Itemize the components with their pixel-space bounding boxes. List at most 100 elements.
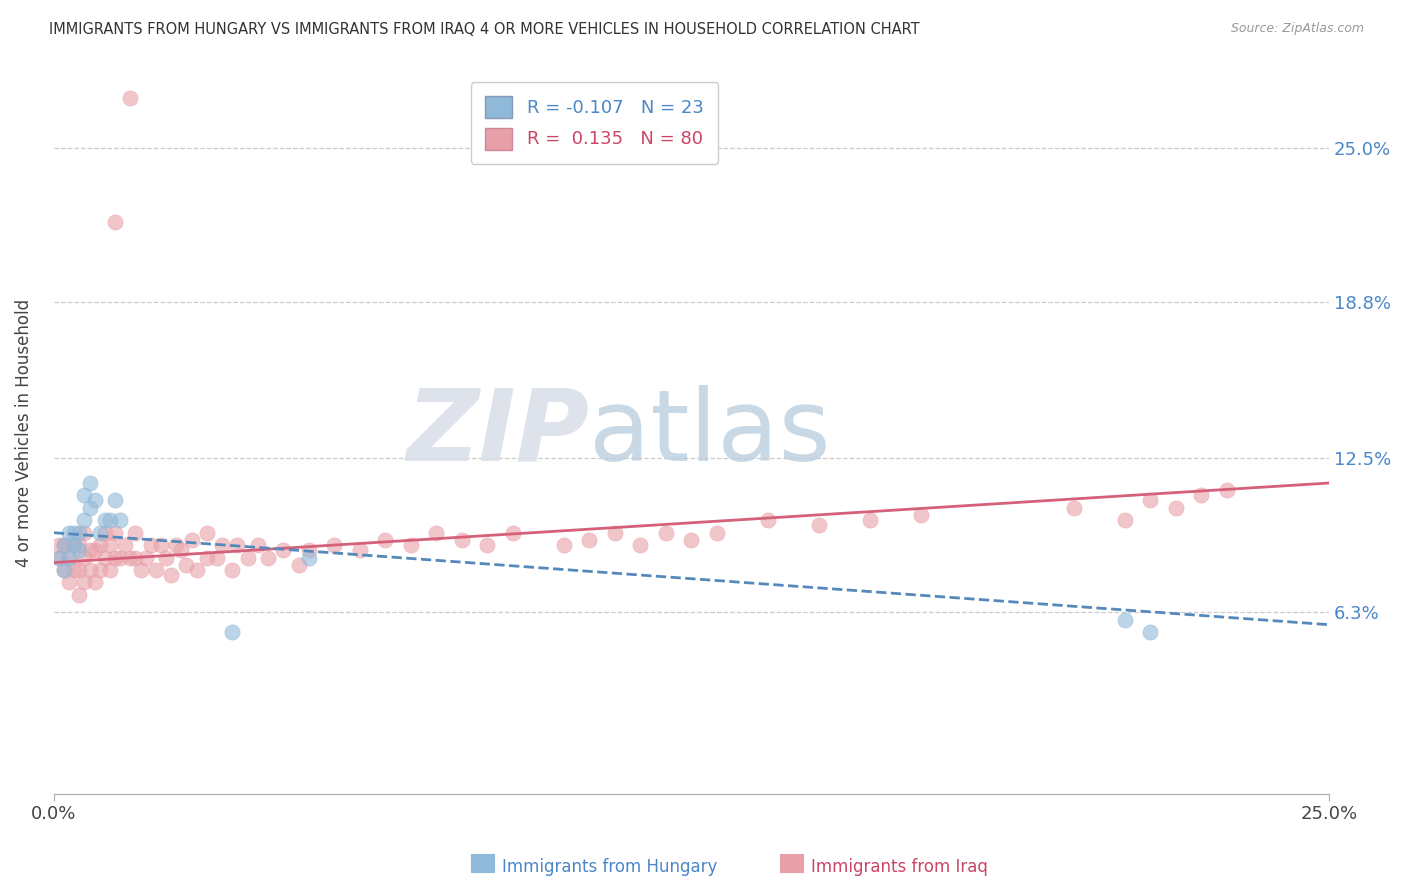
- Point: [79, 476, 101, 491]
- Point: [63, 525, 86, 540]
- Text: atlas: atlas: [589, 384, 831, 482]
- Point: [67, 543, 90, 558]
- Point: [73, 513, 96, 527]
- Point: [94, 525, 117, 540]
- Point: [155, 550, 177, 565]
- Point: [195, 525, 218, 540]
- Point: [195, 550, 218, 565]
- Point: [477, 538, 499, 552]
- Point: [114, 538, 136, 552]
- Point: [578, 533, 600, 548]
- Point: [756, 513, 779, 527]
- Point: [58, 525, 80, 540]
- Point: [139, 538, 162, 552]
- Point: [58, 550, 80, 565]
- Point: [226, 538, 249, 552]
- Point: [67, 538, 90, 552]
- Point: [176, 558, 198, 572]
- Point: [129, 563, 152, 577]
- Point: [89, 538, 111, 552]
- Point: [910, 508, 932, 523]
- Point: [124, 525, 146, 540]
- Point: [298, 543, 321, 558]
- Point: [1189, 488, 1212, 502]
- Point: [83, 575, 105, 590]
- Point: [79, 500, 101, 515]
- Point: [104, 550, 127, 565]
- Point: [859, 513, 882, 527]
- Point: [48, 550, 70, 565]
- Point: [58, 550, 80, 565]
- Point: [104, 493, 127, 508]
- Point: [120, 550, 142, 565]
- Point: [79, 563, 101, 577]
- Point: [83, 493, 105, 508]
- Point: [94, 550, 117, 565]
- Point: [628, 538, 651, 552]
- Point: [807, 518, 830, 533]
- Point: [83, 543, 105, 558]
- Point: [165, 538, 187, 552]
- Point: [186, 563, 208, 577]
- Point: [374, 533, 396, 548]
- Y-axis label: 4 or more Vehicles in Household: 4 or more Vehicles in Household: [15, 299, 32, 567]
- Point: [287, 558, 309, 572]
- Point: [135, 550, 157, 565]
- Point: [73, 550, 96, 565]
- Point: [53, 563, 76, 577]
- Legend: R = -0.107   N = 23, R =  0.135   N = 80: R = -0.107 N = 23, R = 0.135 N = 80: [471, 82, 718, 164]
- Point: [108, 550, 131, 565]
- Point: [67, 588, 90, 602]
- Point: [94, 513, 117, 527]
- Point: [67, 525, 90, 540]
- Point: [48, 538, 70, 552]
- Point: [655, 525, 678, 540]
- Point: [104, 215, 127, 229]
- Point: [63, 563, 86, 577]
- Point: [160, 568, 183, 582]
- Point: [67, 563, 90, 577]
- Point: [298, 550, 321, 565]
- Point: [1164, 500, 1187, 515]
- Point: [89, 563, 111, 577]
- Point: [399, 538, 422, 552]
- Point: [502, 525, 524, 540]
- Point: [1139, 493, 1161, 508]
- Text: Immigrants from Hungary: Immigrants from Hungary: [502, 858, 717, 876]
- Point: [205, 550, 228, 565]
- Point: [681, 533, 703, 548]
- Point: [221, 563, 243, 577]
- Point: [108, 513, 131, 527]
- Point: [48, 550, 70, 565]
- Point: [53, 563, 76, 577]
- Point: [53, 538, 76, 552]
- Point: [98, 513, 121, 527]
- Point: [273, 543, 295, 558]
- Point: [73, 525, 96, 540]
- Point: [236, 550, 259, 565]
- Point: [58, 575, 80, 590]
- Point: [257, 550, 280, 565]
- Point: [706, 525, 728, 540]
- Text: ZIP: ZIP: [406, 384, 589, 482]
- Point: [98, 563, 121, 577]
- Point: [553, 538, 575, 552]
- Point: [1114, 613, 1136, 627]
- Point: [211, 538, 233, 552]
- Point: [246, 538, 269, 552]
- Point: [79, 543, 101, 558]
- Point: [73, 575, 96, 590]
- Point: [124, 550, 146, 565]
- Text: IMMIGRANTS FROM HUNGARY VS IMMIGRANTS FROM IRAQ 4 OR MORE VEHICLES IN HOUSEHOLD : IMMIGRANTS FROM HUNGARY VS IMMIGRANTS FR…: [49, 22, 920, 37]
- Point: [170, 543, 193, 558]
- Point: [1216, 483, 1239, 498]
- Point: [145, 563, 167, 577]
- Point: [149, 538, 172, 552]
- Point: [73, 488, 96, 502]
- Point: [1063, 500, 1085, 515]
- Text: Immigrants from Iraq: Immigrants from Iraq: [811, 858, 988, 876]
- Point: [349, 543, 371, 558]
- Text: Source: ZipAtlas.com: Source: ZipAtlas.com: [1230, 22, 1364, 36]
- Point: [63, 538, 86, 552]
- Point: [53, 538, 76, 552]
